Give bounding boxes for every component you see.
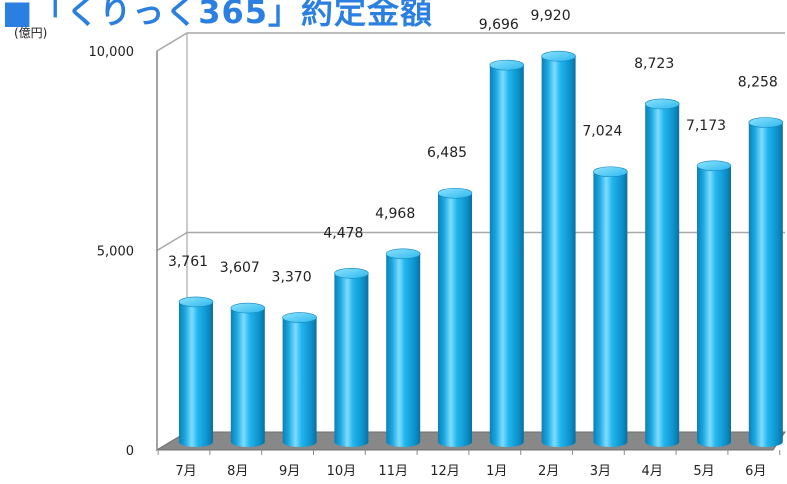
x-tick-label: 5月 xyxy=(693,464,714,479)
x-tick-label: 2月 xyxy=(538,464,559,479)
bar-body xyxy=(541,56,576,447)
bar-body xyxy=(334,273,369,447)
bar-5月 xyxy=(696,160,732,447)
bar-body xyxy=(282,317,317,447)
x-tick-label: 3月 xyxy=(590,464,611,479)
bar-8月 xyxy=(230,302,266,447)
x-tick-label: 4月 xyxy=(642,464,663,479)
bar-body xyxy=(593,171,628,447)
bar-2月 xyxy=(541,50,576,447)
data-label: 9,696 xyxy=(479,17,519,33)
bar-7月 xyxy=(178,296,214,447)
x-tick-label: 1月 xyxy=(486,464,507,479)
bar-top xyxy=(748,117,784,128)
bar-body xyxy=(179,301,213,447)
y-axis-unit: (億円) xyxy=(14,26,48,40)
data-label: 3,607 xyxy=(220,260,260,276)
bars xyxy=(178,50,784,447)
bar-body xyxy=(230,308,265,447)
bar-body xyxy=(489,65,524,447)
bar-4月 xyxy=(644,98,680,447)
bar-12月 xyxy=(437,187,473,447)
bar-10月 xyxy=(334,268,369,447)
bar-top xyxy=(696,160,732,172)
bar-9月 xyxy=(282,312,317,447)
labels: 0 5,000 10,000 3,761 7月 3,607 8月 3,370 9月 4,478 10… xyxy=(89,8,778,479)
bar-top xyxy=(282,312,317,323)
x-tick-label: 10月 xyxy=(327,464,357,479)
data-label: 8,258 xyxy=(738,75,778,91)
x-tick-label: 7月 xyxy=(175,464,196,479)
gridline-diagonal xyxy=(156,32,188,52)
bar-6月 xyxy=(748,117,784,447)
data-label: 7,173 xyxy=(686,118,726,134)
bar-body xyxy=(748,122,783,447)
bar-body xyxy=(386,253,421,447)
bar-top xyxy=(644,98,680,110)
data-label: 6,485 xyxy=(427,145,467,161)
bar-body xyxy=(697,165,731,447)
x-tick-label: 9月 xyxy=(279,464,300,479)
bar-top xyxy=(541,50,576,62)
x-tick-label: 6月 xyxy=(745,464,766,479)
data-label: 4,968 xyxy=(375,206,415,222)
bar-top xyxy=(593,166,628,178)
data-label: 3,761 xyxy=(168,254,208,270)
bar-top xyxy=(489,59,525,71)
bar-top xyxy=(385,248,421,260)
gridline-diagonal xyxy=(156,231,188,252)
data-label: 7,024 xyxy=(582,124,622,140)
x-tick-label: 11月 xyxy=(378,464,408,479)
bar-3月 xyxy=(593,166,628,447)
chart-title: ■「くりっく365」約定金額 xyxy=(2,0,434,31)
data-label: 8,723 xyxy=(634,56,674,72)
bar-body xyxy=(438,193,472,447)
data-label: 3,370 xyxy=(272,270,312,286)
data-label: 9,920 xyxy=(531,8,571,24)
y-tick-label: 10,000 xyxy=(89,45,135,60)
bar-body xyxy=(645,103,680,447)
bar-top xyxy=(334,268,369,279)
bar-top xyxy=(178,296,214,308)
data-label: 4,478 xyxy=(323,225,363,241)
x-tick-label: 8月 xyxy=(227,464,248,479)
bar-11月 xyxy=(385,248,421,447)
x-tick-label: 12月 xyxy=(430,464,460,479)
y-tick-label: 5,000 xyxy=(97,245,134,260)
y-tick-label: 0 xyxy=(126,444,134,459)
bar-1月 xyxy=(489,59,525,447)
bar-top xyxy=(437,187,473,199)
bar-top xyxy=(230,302,266,314)
